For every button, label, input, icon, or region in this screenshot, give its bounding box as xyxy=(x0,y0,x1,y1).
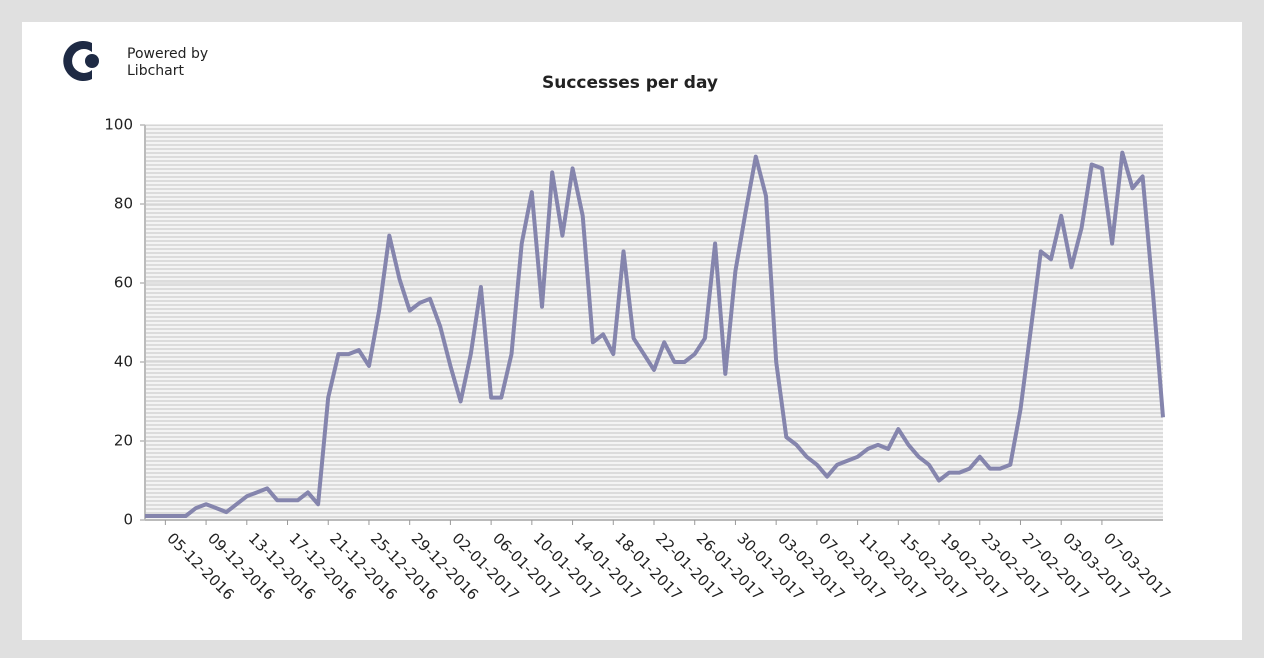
y-tick-label: 20 xyxy=(114,432,133,450)
y-tick-label: 100 xyxy=(104,116,133,134)
y-tick-label: 0 xyxy=(123,511,133,529)
y-tick-label: 80 xyxy=(114,195,133,213)
chart-title: Successes per day xyxy=(542,73,718,93)
logo-text: Powered by xyxy=(127,46,208,62)
y-tick-label: 40 xyxy=(114,353,133,371)
logo xyxy=(63,41,104,81)
line-series xyxy=(145,150,1165,518)
logo-text: Libchart xyxy=(127,63,184,79)
plot-area xyxy=(145,125,1163,520)
y-tick-label: 60 xyxy=(114,274,133,292)
